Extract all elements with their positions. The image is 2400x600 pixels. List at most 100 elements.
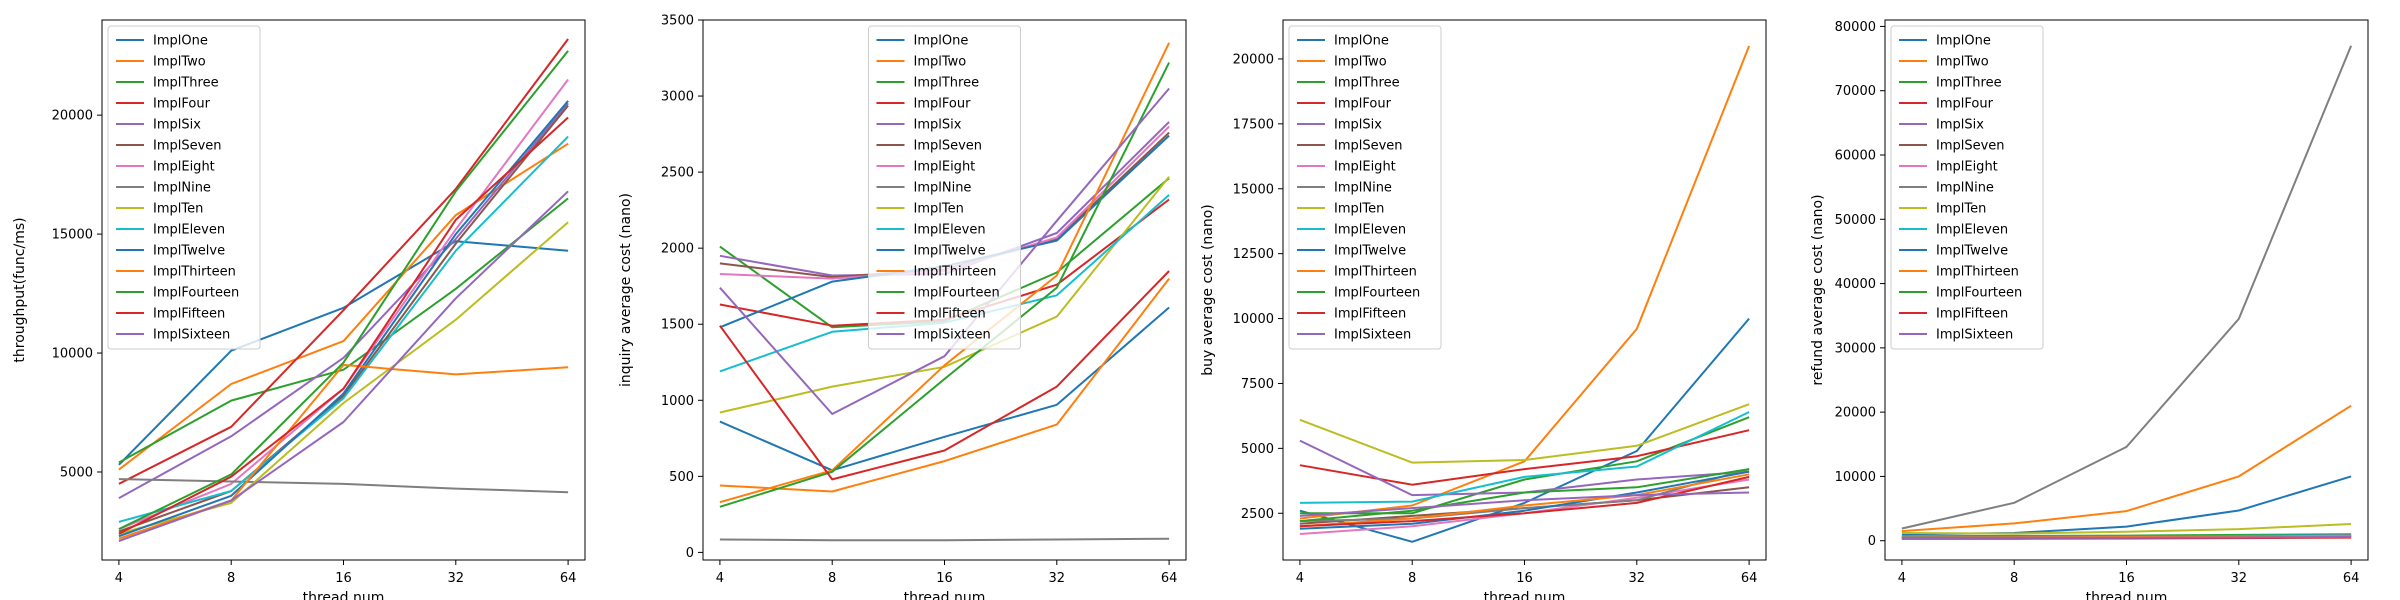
y-tick-label: 3500 (661, 14, 694, 29)
series-line-implthree (118, 197, 569, 464)
chart-panel-2: 4 8 16 32 64 0 500 1000 1500 2000 2500 3000 3500 thre… (618, 14, 1187, 600)
x-tick-label: 16 (936, 571, 953, 586)
y-tick-label: 30000 (1835, 341, 1876, 356)
legend-label-implnine: ImplNine (914, 181, 972, 196)
series-line-implten (719, 176, 1170, 414)
legend-label-implfourteen: ImplFourteen (1334, 286, 1420, 301)
y-tick-label: 2500 (661, 166, 694, 181)
legend-label-implone: ImplOne (1936, 34, 1991, 49)
series-line-implone (1299, 317, 1750, 543)
y-tick-label: 5000 (60, 465, 93, 480)
legend-label-impltwo: ImplTwo (1936, 55, 1989, 70)
y-tick-label: 2000 (661, 242, 694, 257)
legend-label-implnine: ImplNine (153, 181, 211, 196)
legend-label-impleleven: ImplEleven (1334, 223, 1406, 238)
legend-label-impleight: ImplEight (914, 160, 976, 175)
y-tick-label: 500 (669, 470, 694, 485)
x-tick-label: 64 (1741, 571, 1758, 586)
legend-label-implthirteen: ImplThirteen (1936, 265, 2019, 280)
legend-label-implthirteen: ImplThirteen (153, 265, 236, 280)
legend-label-impleight: ImplEight (153, 160, 215, 175)
legend-label-implone: ImplOne (153, 34, 208, 49)
legend-label-implsix: ImplSix (1936, 118, 1984, 133)
series-line-impltwo (118, 142, 569, 471)
x-axis-label: thread num (1484, 590, 1566, 600)
legend-label-impltwo: ImplTwo (914, 55, 967, 70)
y-tick-label: 5000 (1241, 442, 1274, 457)
legend-label-implsix: ImplSix (153, 118, 201, 133)
legend-label-implone: ImplOne (914, 34, 969, 49)
x-tick-label: 4 (1296, 571, 1304, 586)
legend: ImplOne ImplTwo ImplThree ImplFour ImplSix Im… (107, 25, 261, 350)
x-tick-label: 4 (716, 571, 724, 586)
x-tick-label: 16 (335, 571, 352, 586)
legend-label-implten: ImplTen (1334, 202, 1384, 217)
x-tick-label: 64 (1161, 571, 1178, 586)
series-line-implone (118, 240, 569, 466)
legend-box (868, 25, 1021, 350)
legend-label-implnine: ImplNine (1936, 181, 1994, 196)
y-tick-label: 10000 (52, 347, 93, 362)
series-line-implsix (118, 102, 569, 499)
legend-label-implten: ImplTen (1936, 202, 1986, 217)
x-tick-label: 8 (1408, 571, 1416, 586)
legend-label-implseven: ImplSeven (1334, 139, 1403, 154)
legend-label-impltwelve: ImplTwelve (153, 244, 225, 259)
y-tick-label: 70000 (1835, 84, 1876, 99)
series-line-implfifteen (118, 116, 569, 535)
y-axis-label: inquiry average cost (nano) (618, 193, 634, 387)
series-line-implten (1299, 403, 1750, 464)
legend-label-impltwelve: ImplTwelve (1334, 244, 1406, 259)
legend-label-implsix: ImplSix (914, 118, 962, 133)
legend-label-implsixteen: ImplSixteen (1936, 328, 2013, 343)
x-axis-label: thread num (2086, 590, 2168, 600)
y-axis-label: throughput(func/ms) (12, 217, 28, 362)
legend-label-implten: ImplTen (914, 202, 964, 217)
y-tick-label: 17500 (1233, 117, 1274, 132)
legend-label-implseven: ImplSeven (914, 139, 983, 154)
series-line-implthirteen (719, 42, 1171, 504)
legend: ImplOne ImplTwo ImplThree ImplFour ImplSix Im… (1890, 25, 2044, 350)
y-tick-label: 10000 (1835, 470, 1876, 485)
x-tick-label: 32 (1049, 571, 1066, 586)
x-axis-label: thread num (904, 590, 986, 600)
y-tick-label: 3000 (661, 90, 694, 105)
series-line-implfourteen (1299, 468, 1750, 523)
series-line-implthirteen (1299, 473, 1750, 528)
x-tick-label: 64 (2343, 571, 2360, 586)
series-lines (1901, 45, 2353, 540)
y-tick-label: 0 (686, 546, 694, 561)
y-tick-label: 1500 (661, 318, 694, 333)
legend-label-implfourteen: ImplFourteen (914, 286, 1000, 301)
series-line-implnine (1901, 45, 2353, 530)
series-line-implnine (719, 537, 1170, 542)
legend-label-implthree: ImplThree (153, 76, 219, 91)
series-line-impleleven (118, 135, 569, 523)
x-tick-label: 8 (2010, 571, 2018, 586)
legend-label-impltwo: ImplTwo (1334, 55, 1387, 70)
legend-label-implthree: ImplThree (1334, 76, 1400, 91)
y-tick-label: 20000 (52, 109, 93, 124)
x-tick-label: 32 (2231, 571, 2248, 586)
y-tick-label: 20000 (1233, 52, 1274, 67)
series-line-implthree (1299, 416, 1750, 515)
y-tick-label: 12500 (1233, 247, 1274, 262)
chart-panel-1: 4 8 16 32 64 5000 10000 15000 20000 thread num thr… (12, 19, 586, 600)
y-tick-label: 80000 (1835, 20, 1876, 35)
legend-box (1890, 25, 2044, 350)
series-line-implfour (118, 38, 569, 485)
legend-label-implten: ImplTen (153, 202, 203, 217)
x-tick-label: 16 (2118, 571, 2135, 586)
legend-label-impleight: ImplEight (1936, 160, 1998, 175)
x-tick-label: 8 (227, 571, 235, 586)
y-tick-label: 1000 (661, 394, 694, 409)
legend-label-implfifteen: ImplFifteen (1334, 307, 1406, 322)
legend-label-implone: ImplOne (1334, 34, 1389, 49)
y-axis-label: buy average cost (nano) (1200, 204, 1216, 376)
y-tick-label: 60000 (1835, 149, 1876, 164)
y-tick-label: 50000 (1835, 213, 1876, 228)
legend-label-implthree: ImplThree (914, 76, 980, 91)
y-tick-label: 15000 (52, 228, 93, 243)
legend-label-implfour: ImplFour (153, 97, 211, 112)
